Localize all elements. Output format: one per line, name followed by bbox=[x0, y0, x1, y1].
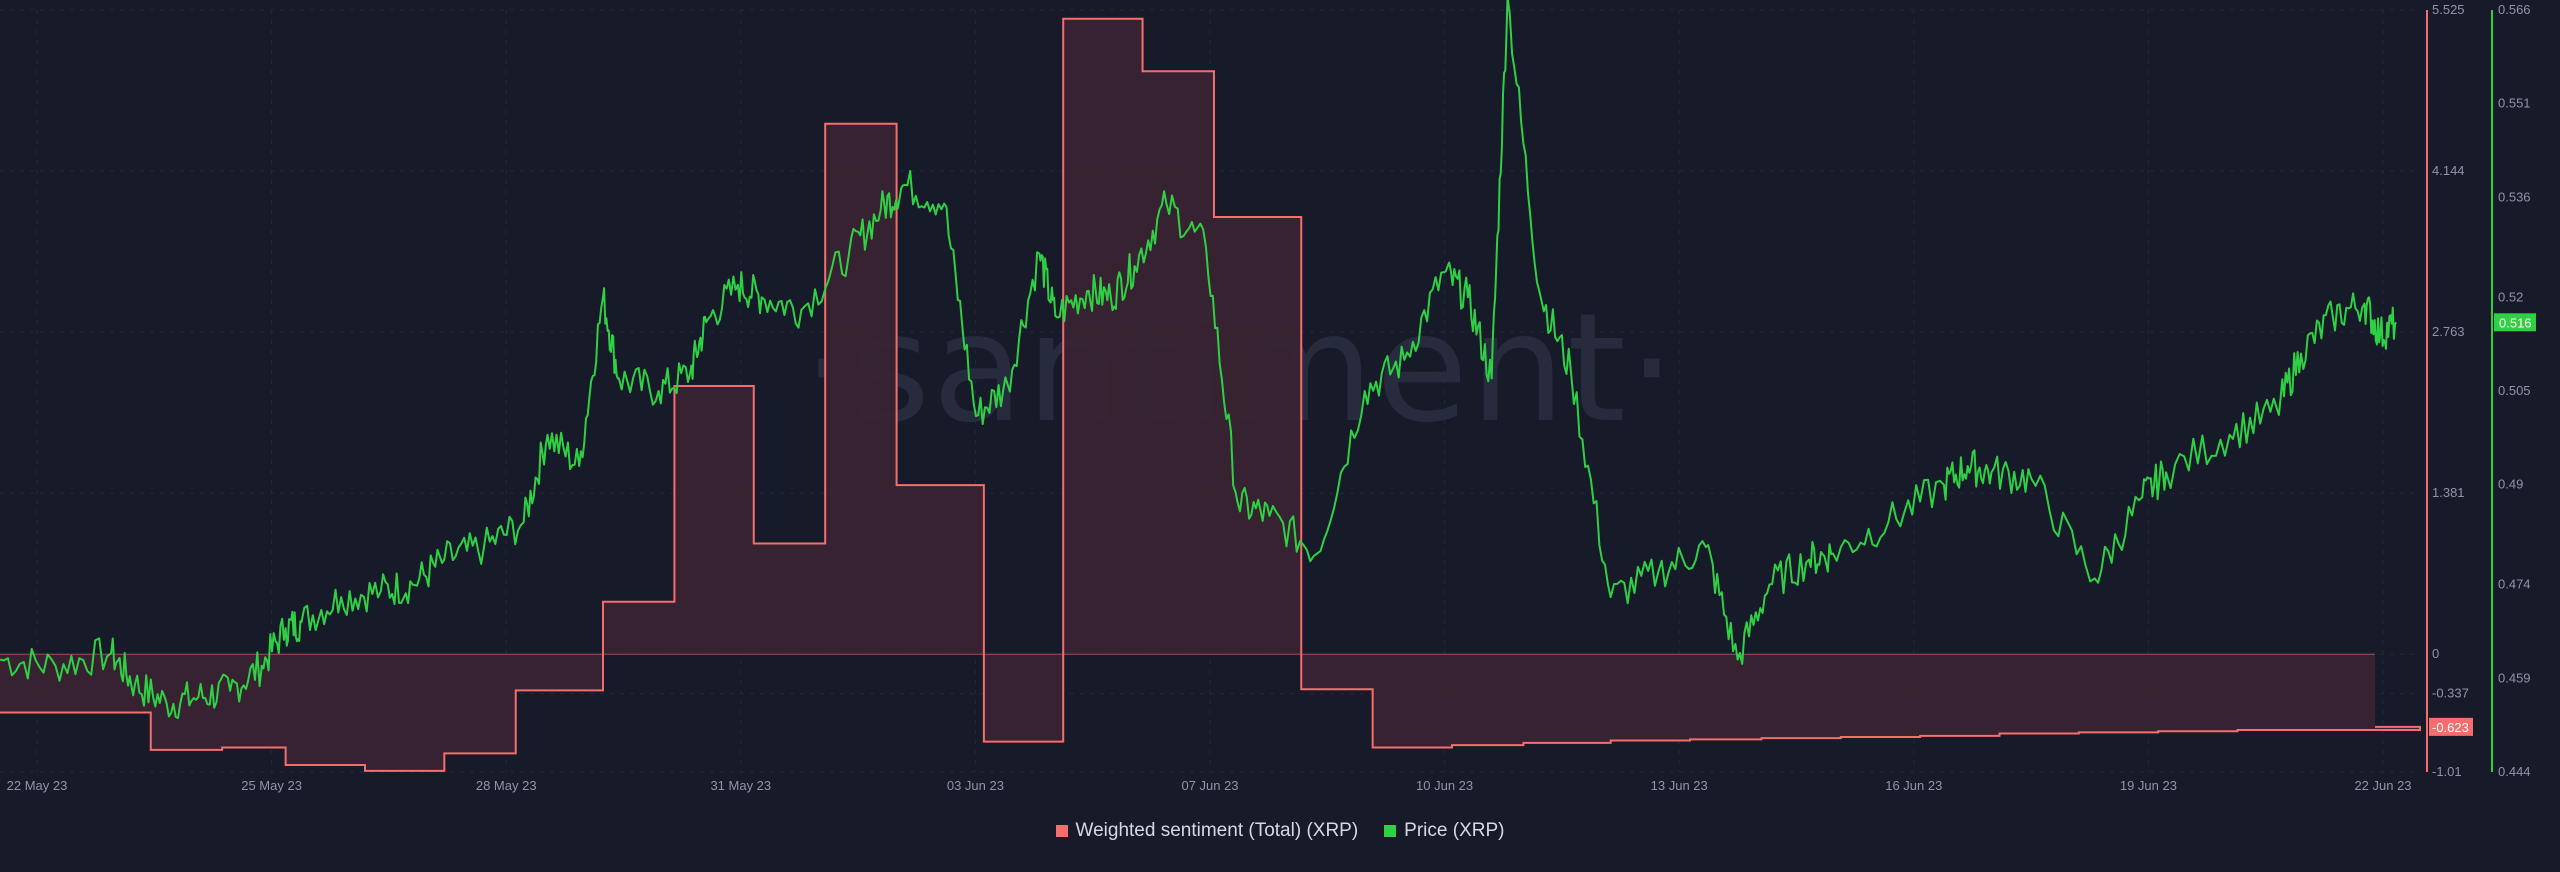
legend-item-price[interactable]: Price (XRP) bbox=[1384, 820, 1504, 842]
price-tick-label: 0.49 bbox=[2498, 477, 2523, 492]
price-tick-label: 0.566 bbox=[2498, 2, 2531, 17]
sentiment-layer bbox=[0, 17, 2421, 772]
x-tick-label: 13 Jun 23 bbox=[1651, 778, 1708, 793]
sentiment-current-label: -0.623 bbox=[2432, 720, 2469, 735]
price-tick-label: 0.444 bbox=[2498, 764, 2531, 779]
sentiment-tick-label: 5.525 bbox=[2432, 2, 2465, 17]
x-tick-label: 10 Jun 23 bbox=[1416, 778, 1473, 793]
x-tick-label: 07 Jun 23 bbox=[1181, 778, 1238, 793]
price-tick-label: 0.536 bbox=[2498, 189, 2531, 204]
sentiment-tick-label: 1.381 bbox=[2432, 485, 2465, 500]
x-tick-label: 22 Jun 23 bbox=[2354, 778, 2411, 793]
price-current-badge bbox=[2494, 313, 2536, 332]
sentiment-tick-label: -1.01 bbox=[2432, 764, 2462, 779]
sentiment-current-badge bbox=[2429, 717, 2473, 736]
price-current-label: 0.516 bbox=[2499, 315, 2532, 330]
x-tick-label: 16 Jun 23 bbox=[1885, 778, 1942, 793]
x-tick-label: 03 Jun 23 bbox=[947, 778, 1004, 793]
legend-label-price: Price (XRP) bbox=[1404, 820, 1505, 841]
x-tick-label: 31 May 23 bbox=[710, 778, 771, 793]
legend-item-sentiment[interactable]: Weighted sentiment (Total) (XRP) bbox=[1055, 820, 1359, 842]
price-tick-label: 0.505 bbox=[2498, 383, 2531, 398]
x-tick-label: 28 May 23 bbox=[476, 778, 537, 793]
price-tick-label: 0.551 bbox=[2498, 96, 2531, 111]
price-tick-label: 0.52 bbox=[2498, 289, 2523, 304]
price-layer bbox=[0, 0, 2398, 719]
price-tick-label: 0.459 bbox=[2498, 670, 2531, 685]
legend-swatch-sentiment bbox=[1055, 825, 1068, 837]
sentiment-tick-label: 2.763 bbox=[2432, 324, 2465, 339]
sentiment-area bbox=[0, 18, 2420, 771]
legend-label-sentiment: Weighted sentiment (Total) (XRP) bbox=[1075, 820, 1359, 841]
legend-swatch-price bbox=[1384, 825, 1397, 837]
x-tick-label: 19 Jun 23 bbox=[2120, 778, 2177, 793]
price-tick-label: 0.474 bbox=[2498, 577, 2531, 592]
legend: Weighted sentiment (Total) (XRP) Price (… bbox=[0, 820, 2560, 842]
price-line bbox=[0, 0, 2398, 719]
sentiment-tick-label: -0.337 bbox=[2432, 686, 2469, 701]
axis-layer: 5.525 4.144 2.763 1.381 0 -0.337 -1.01 0.566 0.5… bbox=[7, 2, 2536, 793]
sentiment-tick-label: 4.144 bbox=[2432, 163, 2465, 178]
x-tick-label: 22 May 23 bbox=[7, 778, 68, 793]
sentiment-tick-label: 0 bbox=[2432, 646, 2439, 661]
sentiment-line bbox=[0, 17, 2421, 772]
x-tick-label: 25 May 23 bbox=[241, 778, 302, 793]
